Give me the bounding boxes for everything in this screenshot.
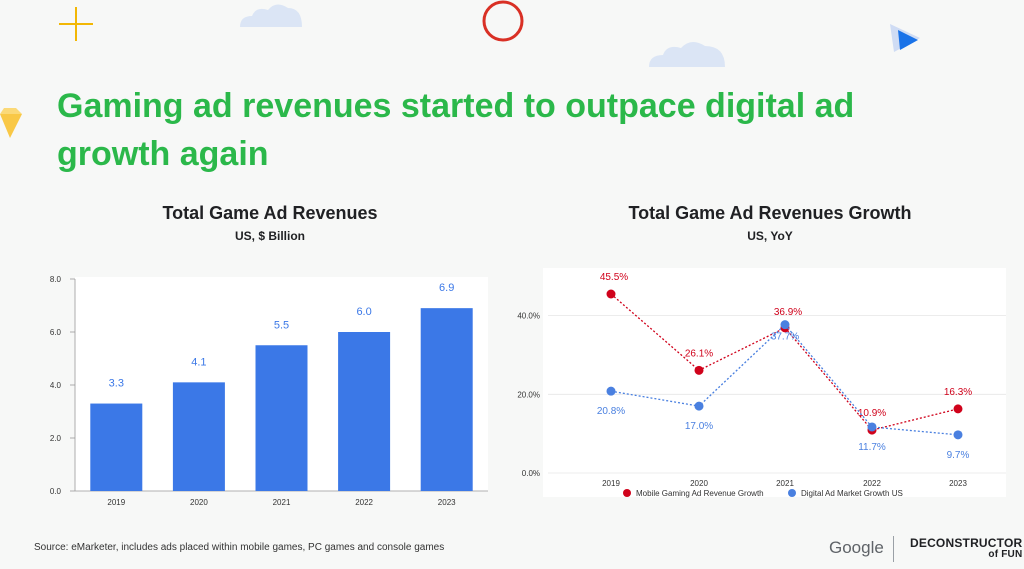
cloud-icon (649, 41, 725, 67)
bar (420, 308, 473, 491)
bar-y-tick-label: 8.0 (50, 275, 62, 284)
line-point (867, 422, 877, 432)
line-data-label: 10.9% (858, 408, 886, 419)
brand-logo: DECONSTRUCTOR of FUN (910, 536, 1023, 560)
plus-icon (59, 7, 93, 41)
slide-title: Gaming ad revenues started to outpace di… (57, 87, 855, 173)
line-data-label: 45.5% (600, 272, 628, 283)
line-data-label: 37.7% (771, 332, 799, 343)
line-y-tick-label: 20.0% (517, 390, 540, 399)
legend-marker (623, 489, 631, 497)
yellow-diamond-icon (0, 108, 22, 138)
bar-x-tick-label: 2020 (190, 498, 208, 507)
line-data-label: 36.9% (774, 307, 802, 318)
bar-y-tick-label: 0.0 (50, 487, 62, 496)
line-point (694, 365, 704, 375)
bar (90, 403, 143, 491)
line-y-tick-label: 40.0% (517, 312, 540, 321)
line-x-tick-label: 2019 (602, 479, 620, 488)
line-data-label: 20.8% (597, 406, 625, 417)
line-chart-title: Total Game Ad Revenues Growth (628, 203, 912, 223)
line-point (953, 404, 963, 414)
line-x-tick-label: 2022 (863, 479, 881, 488)
google-logo: Google (829, 538, 884, 557)
bar-data-label: 4.1 (191, 356, 206, 368)
bar-x-tick-label: 2021 (273, 498, 291, 507)
bar-chart-title: Total Game Ad Revenues (162, 203, 378, 223)
bar-data-label: 6.9 (439, 282, 454, 294)
line-x-tick-label: 2021 (776, 479, 794, 488)
line-data-label: 26.1% (685, 348, 713, 359)
bar-x-tick-label: 2023 (438, 498, 456, 507)
source-note: Source: eMarketer, includes ads placed w… (34, 542, 445, 553)
line-plot-area (543, 268, 1006, 497)
bar-data-label: 5.5 (274, 319, 289, 331)
line-point (606, 386, 616, 396)
line-y-tick-label: 0.0% (522, 469, 540, 478)
bar-chart-subtitle: US, $ Billion (234, 229, 305, 243)
bar (338, 332, 391, 491)
line-x-tick-label: 2020 (690, 479, 708, 488)
cloud-icon (240, 4, 302, 27)
bar-x-tick-label: 2022 (355, 498, 373, 507)
bar (172, 382, 225, 491)
bar (255, 345, 308, 491)
line-point (953, 430, 963, 440)
bar-data-label: 6.0 (356, 306, 371, 318)
bar-y-tick-label: 4.0 (50, 381, 62, 390)
play-triangle-icon (890, 24, 920, 52)
bar-y-tick-label: 2.0 (50, 434, 62, 443)
brand-line-2: of FUN (988, 549, 1023, 560)
bar-y-tick-label: 6.0 (50, 328, 62, 337)
line-chart-subtitle: US, YoY (747, 229, 793, 243)
line-point (780, 320, 790, 330)
legend-label: Digital Ad Market Growth US (801, 489, 903, 498)
bar-data-label: 3.3 (109, 378, 124, 390)
line-data-label: 17.0% (685, 421, 713, 432)
line-point (694, 401, 704, 411)
legend-label: Mobile Gaming Ad Revenue Growth (636, 489, 764, 498)
line-x-tick-label: 2023 (949, 479, 967, 488)
legend-marker (788, 489, 796, 497)
line-data-label: 9.7% (947, 450, 970, 461)
line-data-label: 16.3% (944, 387, 972, 398)
circle-icon (482, 0, 524, 42)
bar-x-tick-label: 2019 (107, 498, 125, 507)
line-data-label: 11.7% (858, 442, 886, 453)
brand-line-1: DECONSTRUCTOR (910, 536, 1023, 550)
line-point (606, 289, 616, 299)
footer-divider (893, 536, 894, 562)
